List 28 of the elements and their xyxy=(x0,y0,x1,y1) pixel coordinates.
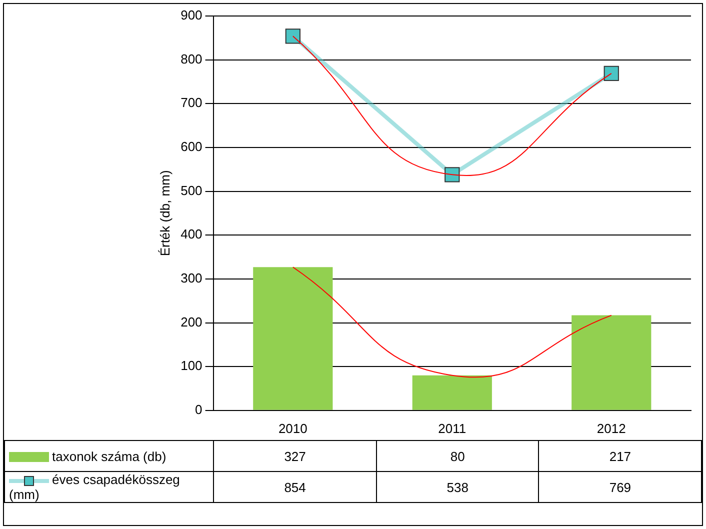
bar xyxy=(572,315,652,410)
data-label: 217 xyxy=(538,440,702,472)
x-tick-label: 2011 xyxy=(438,420,466,436)
point xyxy=(444,167,460,182)
x-tick-label: 2010 xyxy=(278,420,308,436)
data-label: 538 xyxy=(376,472,539,502)
y-tick-label: 800 xyxy=(180,51,202,66)
point xyxy=(604,66,619,81)
y-tick-label: 900 xyxy=(180,8,202,23)
bar xyxy=(253,267,333,410)
y-tick-label: 400 xyxy=(180,226,202,242)
data-label: 80 xyxy=(376,440,539,472)
legend-label: éves csapadékösszeg (mm) xyxy=(9,472,180,502)
data-label: 327 xyxy=(214,440,376,472)
y-tick-label: 200 xyxy=(180,314,202,330)
y-axis-title: Érték (db, mm) xyxy=(157,170,172,256)
y-tick-label: 0 xyxy=(195,402,202,417)
bar xyxy=(412,375,492,410)
y-tick-label: 500 xyxy=(180,182,202,198)
x-tick-label: 2012 xyxy=(596,420,626,436)
y-tick-label: 700 xyxy=(180,95,202,110)
y-tick-label: 300 xyxy=(180,270,202,286)
data-label: 854 xyxy=(214,472,376,502)
y-tick-label: 600 xyxy=(180,139,202,154)
y-tick-label: 100 xyxy=(180,358,202,374)
data-label: 769 xyxy=(538,472,702,502)
legend-label: taxonok száma (db) xyxy=(52,448,166,464)
point xyxy=(285,28,300,44)
